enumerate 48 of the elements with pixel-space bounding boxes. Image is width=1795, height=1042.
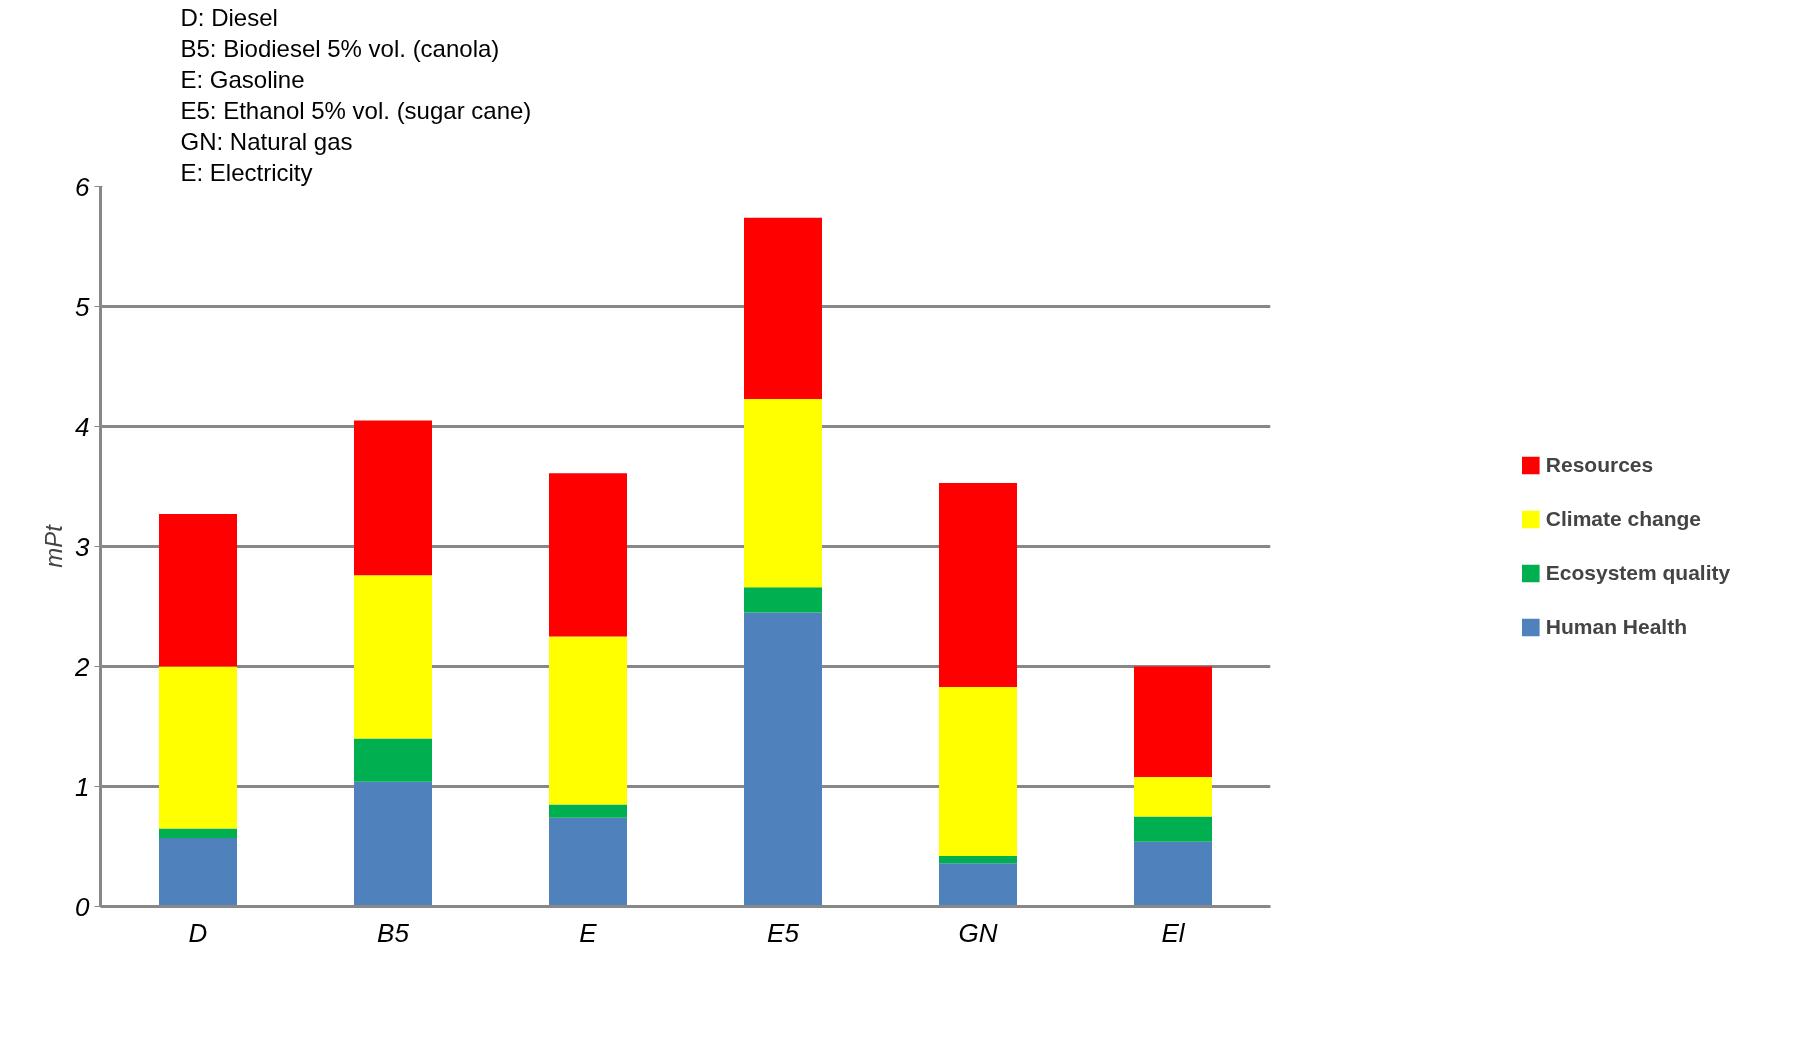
bar [1134, 776, 1212, 817]
text: E: Electricity [180, 158, 313, 186]
y-axis-title: mPt [40, 523, 68, 568]
bar [159, 666, 237, 829]
bar [354, 575, 432, 739]
y-tick-label: 3 [75, 531, 91, 562]
bar [354, 738, 432, 782]
y-tick-label: 1 [75, 771, 90, 802]
bar [939, 856, 1017, 864]
bar [1134, 666, 1212, 777]
bar [1134, 816, 1212, 842]
x-tick-label: D [188, 917, 208, 948]
bar [744, 217, 822, 399]
bar [744, 612, 822, 907]
legend-label: Human Health [1545, 615, 1687, 639]
x-tick-label: E [579, 917, 598, 948]
bar [1134, 841, 1212, 907]
bar [354, 781, 432, 907]
bar [549, 804, 627, 818]
bar [744, 587, 822, 613]
text: B5: Biodiesel 5% vol. (canola) [180, 34, 500, 62]
y-tick-label: 6 [75, 171, 91, 202]
bar [939, 482, 1017, 687]
bar [939, 863, 1017, 907]
x-tick-label: GN [958, 917, 998, 948]
legend-label: Climate change [1545, 507, 1702, 531]
x-tick-label: El [1161, 917, 1186, 948]
bar [159, 828, 237, 839]
bar [744, 398, 822, 588]
y-tick-label: 4 [75, 411, 90, 442]
y-tick-label: 0 [75, 891, 91, 922]
legend-label: Resources [1545, 453, 1654, 477]
bar [939, 686, 1017, 857]
bar [549, 817, 627, 907]
text: GN: Natural gas [180, 127, 353, 155]
bar [354, 420, 432, 576]
text: E5: Ethanol 5% vol. (sugar cane) [180, 96, 532, 124]
text: D: Diesel [180, 3, 278, 31]
bar [549, 473, 627, 637]
y-tick-label: 2 [74, 651, 91, 682]
y-tick-label: 5 [75, 291, 91, 322]
x-tick-label: B5 [377, 917, 410, 948]
bar [549, 636, 627, 805]
legend-label: Ecosystem quality [1545, 561, 1731, 585]
bar [159, 838, 237, 907]
bar [159, 514, 237, 667]
x-tick-label: E5 [767, 917, 800, 948]
text: E: Gasoline [180, 65, 305, 93]
